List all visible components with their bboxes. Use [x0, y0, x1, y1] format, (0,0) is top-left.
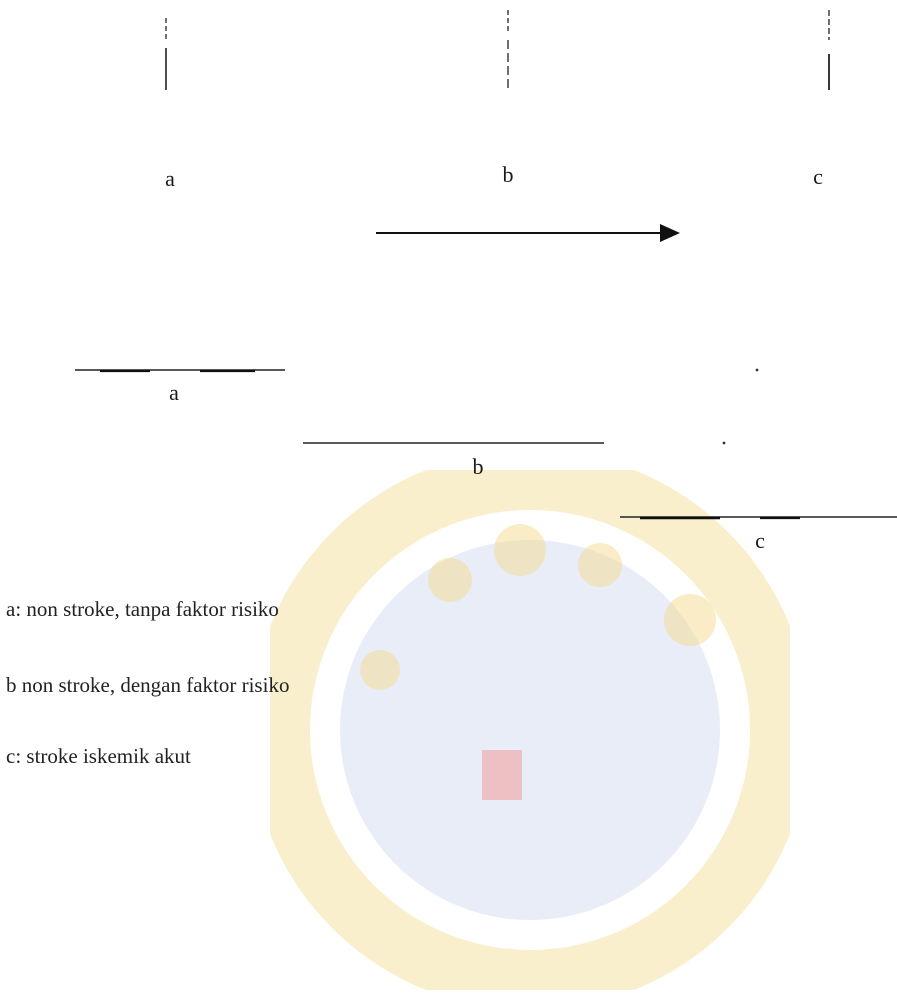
- baseline-label-b: b: [472, 454, 484, 479]
- top-label-a: a: [165, 166, 175, 191]
- legend-item-b: b non stroke, dengan faktor risiko: [6, 673, 290, 697]
- legend-item-c: c: stroke iskemik akut: [6, 744, 191, 768]
- baseline-c: [620, 516, 897, 520]
- stray-dot: [722, 441, 726, 445]
- top-label-c: c: [813, 164, 823, 189]
- baseline-label-a: a: [169, 380, 179, 405]
- diagram-canvas: [75, 10, 897, 520]
- stray-dot: [755, 368, 759, 372]
- baseline-label-c: c: [755, 528, 765, 553]
- legend-item-a: a: non stroke, tanpa faktor risiko: [6, 597, 279, 621]
- progression-arrow: [376, 224, 680, 242]
- top-label-b: b: [502, 162, 514, 187]
- baseline-a: [75, 369, 285, 373]
